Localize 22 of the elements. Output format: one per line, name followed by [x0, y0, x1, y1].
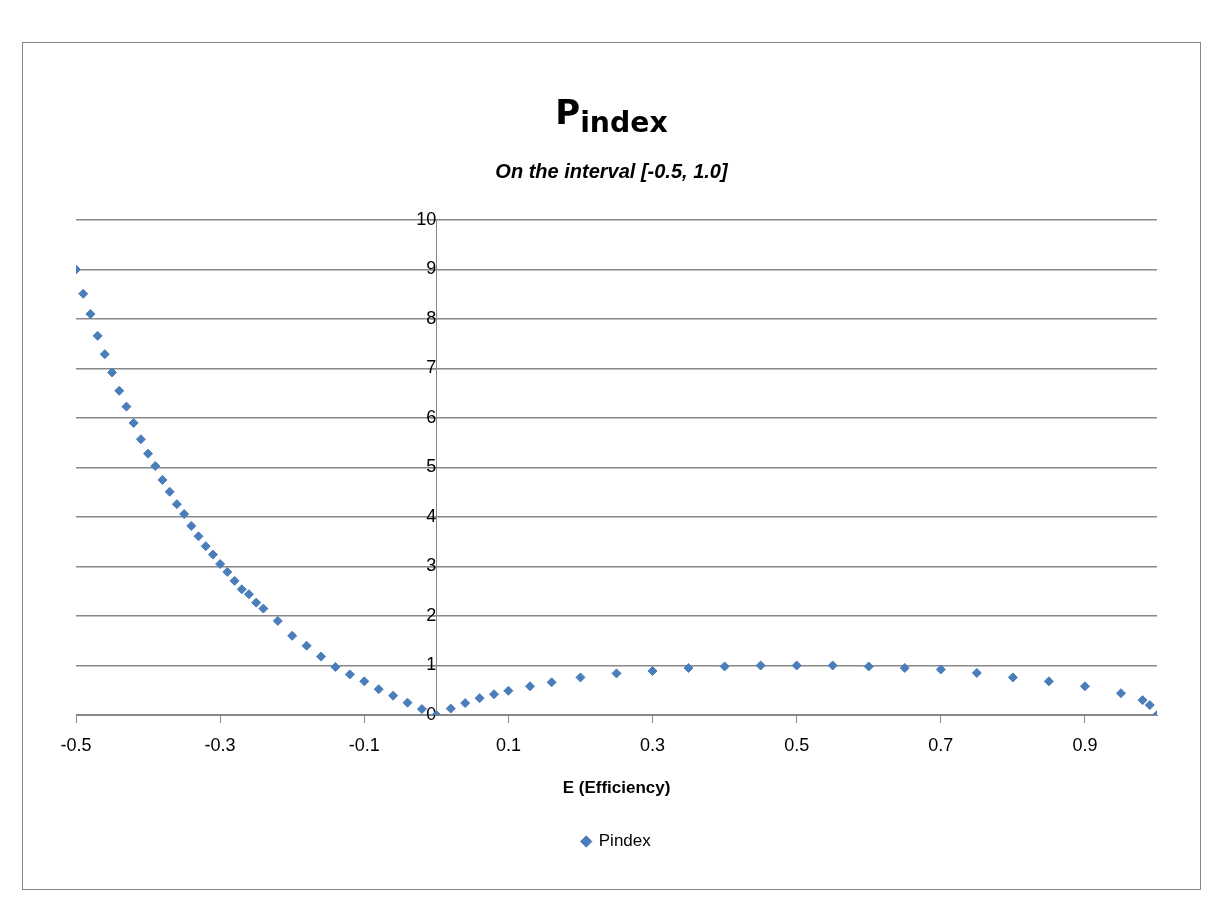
x-tick-label: 0.9: [1072, 734, 1098, 755]
x-tick-label: -0.1: [348, 734, 380, 755]
x-tick-label: 0.5: [784, 734, 810, 755]
legend-label: Pindex: [598, 831, 652, 851]
x-tick-label: 0.3: [640, 734, 666, 755]
chart-title: P$_{index}$: [554, 92, 669, 139]
y-tick-label: 5: [426, 456, 437, 477]
x-axis-title: E (Efficiency): [562, 778, 671, 798]
y-tick-label: 2: [426, 604, 437, 625]
chart-subtitle: On the interval [-0.5, 1.0]: [494, 160, 729, 183]
y-tick-label: 10: [416, 208, 437, 229]
y-tick-label: 1: [426, 654, 437, 675]
y-tick-label: 6: [426, 406, 437, 427]
y-tick-label: 7: [426, 357, 437, 378]
y-tick-label: 3: [426, 555, 437, 576]
y-tick-label: 8: [426, 307, 437, 328]
x-tick-label: -0.5: [60, 734, 92, 755]
x-tick-label: -0.3: [204, 734, 236, 755]
y-tick-label: 9: [426, 258, 437, 279]
x-tick-label: 0.1: [495, 734, 521, 755]
x-tick-label: 0.7: [928, 734, 954, 755]
y-tick-label: 4: [426, 505, 437, 526]
